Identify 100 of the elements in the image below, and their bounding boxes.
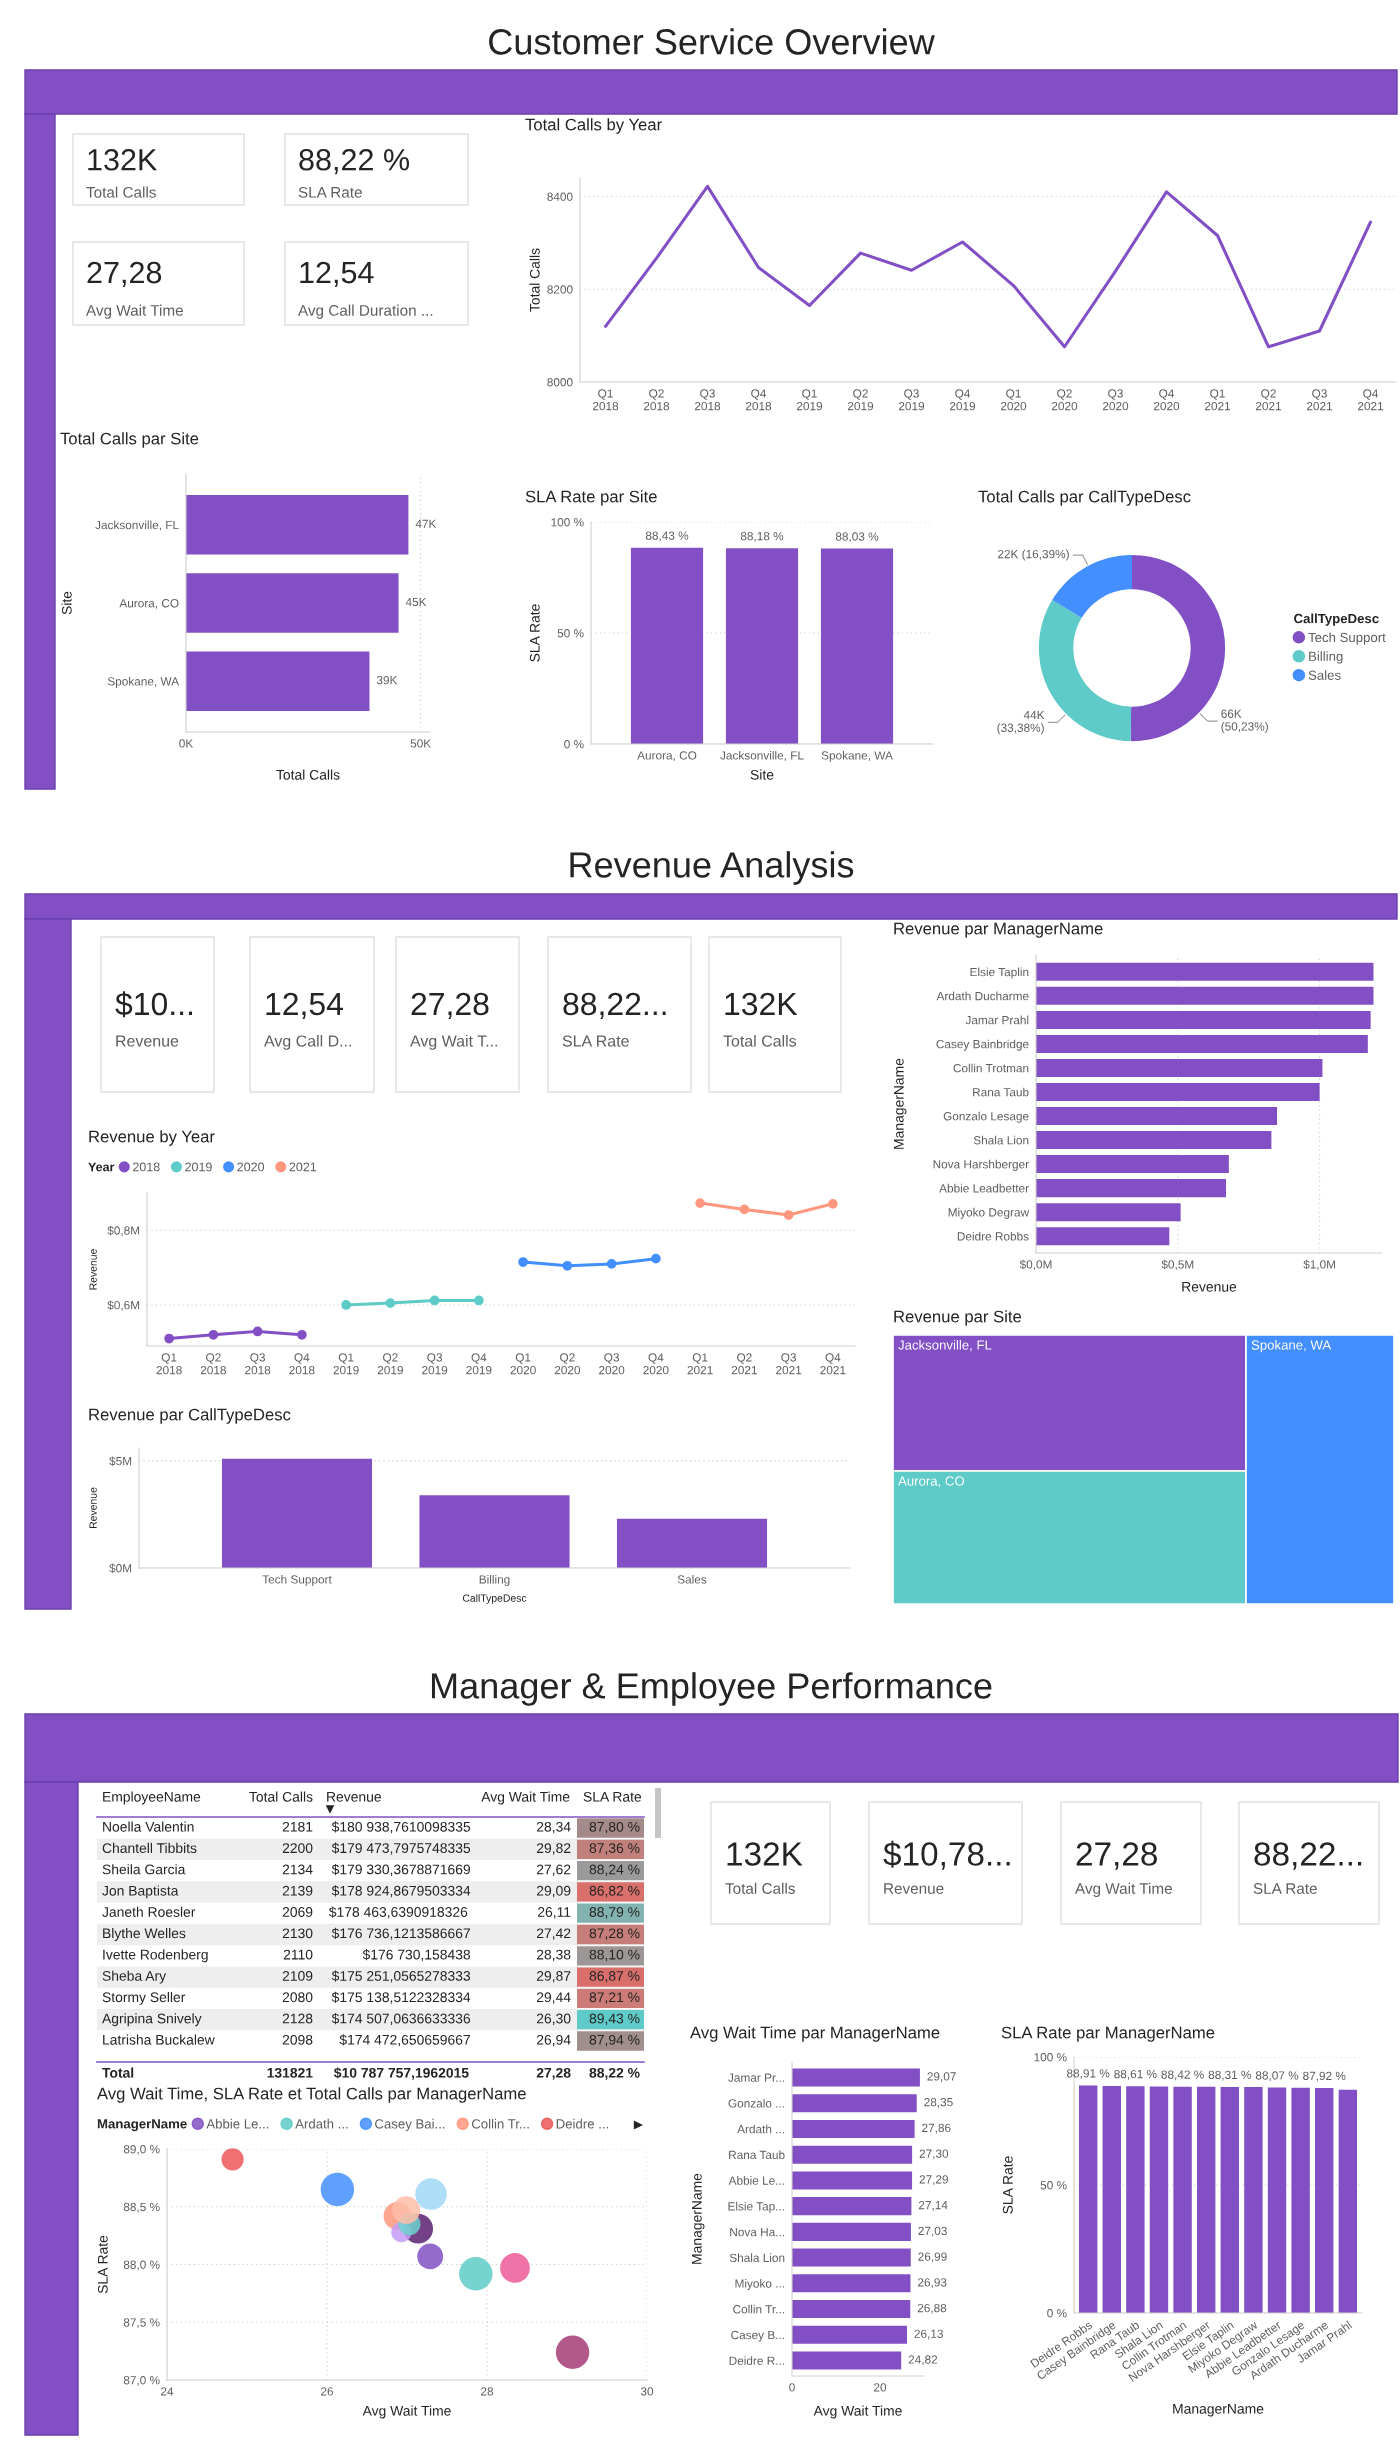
data-label: 45K (405, 597, 427, 607)
chart-title: Avg Wait Time, SLA Rate et Total Calls par ManagerName (97, 2087, 526, 2103)
x-tick-label: Q2 2018 (200, 1353, 226, 1375)
y-tick-label: Jamar Prahl (965, 1015, 1029, 1025)
x-tick-label: 30 (640, 2387, 654, 2396)
y-tick-label: $5M (109, 1456, 132, 1466)
text: 88,22 % (299, 148, 410, 175)
x-tick-label: Q1 2020 (1000, 389, 1027, 411)
x-tick-label: 50K (410, 739, 431, 748)
y-tick-label: 0 % (1047, 2309, 1067, 2318)
text: $175 251,0565278333 29,87 (331, 1970, 571, 1983)
category-label: Total Calls (723, 1034, 797, 1047)
x-tick-label: 0 (789, 2383, 795, 2392)
y-axis-title: Revenue (89, 1249, 97, 1290)
y-tick-label: Aurora, CO (119, 599, 179, 609)
data-label: 88,18 % (740, 531, 784, 542)
category-label: Total Calls (725, 1882, 795, 1894)
x-tick-label: 28 (481, 2387, 494, 2396)
data-label: 88,61 % (1114, 2069, 1157, 2080)
data-label: 27,03 (918, 2226, 947, 2237)
y-tick-label: Gonzalo Lesage (943, 1111, 1029, 1123)
x-tick-label: Q3 2021 (1306, 389, 1333, 411)
data-label: 27,14 (918, 2200, 948, 2211)
text: Revenue par Site (894, 1310, 1022, 1326)
chart-title: SLA Rate par ManagerName (1001, 2026, 1215, 2042)
x-tick-label: Billing (479, 1574, 510, 1586)
category-label: Total Calls (86, 186, 156, 198)
legend-label: Billing (1309, 651, 1343, 664)
category-label: Avg Wait Time (1075, 1882, 1172, 1897)
x-tick-label: Q1 2021 (1204, 389, 1231, 411)
y-tick-label: Casey B... (731, 2330, 784, 2342)
category-label: Sheba Ary (102, 1970, 167, 1984)
text: $175 138,5122328334 29,44 (331, 1991, 571, 2004)
text: Total (102, 2067, 134, 2078)
x-tick-label: Q3 2021 (776, 1353, 802, 1375)
data-label: 27,86 (922, 2123, 951, 2134)
x-tick-label: Q1 2018 (592, 389, 619, 411)
x-tick-label: Spokane, WA (821, 750, 893, 762)
x-tick-label: Q3 2019 (898, 389, 925, 411)
data-label: 26,93 (918, 2278, 947, 2288)
data-label: 27,29 (919, 2175, 948, 2185)
x-tick-label: Q1 2019 (796, 389, 823, 411)
x-axis-title: Total Calls (276, 769, 340, 780)
x-axis-title: ManagerName (1173, 2404, 1264, 2417)
x-tick-label: Q1 2019 (333, 1353, 359, 1375)
y-axis-title: SLA Rate (1002, 2156, 1013, 2214)
category-label: Avg Call Duration ... (298, 304, 433, 319)
y-tick-label: Jacksonville, FL (95, 520, 179, 531)
text: $174 507,0636633336 26,30 (331, 2013, 571, 2026)
y-tick-label: 87,5 % (123, 2318, 160, 2329)
y-axis-title: ManagerName (692, 2173, 705, 2264)
text: $178 463,6390918326 26,11 (328, 1906, 571, 1919)
x-tick-label: 24 (161, 2387, 174, 2396)
text: 12,54 (266, 992, 343, 1020)
y-tick-label: 88,0 % (123, 2260, 160, 2271)
chart-title: Total Calls par CallTypeDesc (978, 490, 1191, 506)
text: 88,22... (563, 992, 666, 1020)
legend-label: 2020 (237, 1162, 265, 1172)
data-label: 88,31 % (1208, 2070, 1252, 2081)
text: 86,82 % (589, 1885, 640, 1898)
data-label: 27,30 (919, 2149, 949, 2160)
category-label: Revenue (327, 1792, 381, 1802)
y-axis-title: Total Calls (529, 248, 540, 312)
x-tick-label: $0,5M (1161, 1259, 1194, 1271)
y-tick-label: 100 % (1034, 2053, 1067, 2062)
text: $178 924,8679503334 29,09 (331, 1885, 571, 1898)
category-label: Stormy Seller (102, 1991, 186, 2005)
data-label: 22K (16,39%) (997, 549, 1069, 561)
category-label: Total Calls (249, 1791, 313, 1802)
text: 132K (88, 148, 158, 171)
data-label: 47K (415, 519, 437, 528)
text: $10,78... (883, 1840, 1010, 1870)
category-label: Avg Call D... (264, 1034, 352, 1050)
text: 2098 (282, 2034, 313, 2045)
x-tick-label: Q4 2020 (1153, 389, 1180, 411)
x-tick-label: 20 (874, 2383, 887, 2392)
category-label: Agripina Snively (102, 2013, 202, 2027)
text: 2069 (282, 1907, 313, 1917)
data-label: 24,82 (908, 2355, 938, 2366)
x-tick-label: Q3 2018 (245, 1353, 271, 1375)
y-tick-label: Nova Harshberger (933, 1159, 1029, 1171)
data-label: 44K (33,38%) (997, 710, 1045, 735)
y-tick-label: 50 % (1040, 2181, 1067, 2190)
y-tick-label: Miyoko Degraw (948, 1207, 1030, 1219)
y-axis-title: SLA Rate (529, 604, 540, 662)
data-label: 87,92 % (1303, 2071, 1346, 2082)
text: 87,94 % (589, 2034, 640, 2047)
chart-title: Total Calls by Year (525, 118, 662, 134)
text: 2200 (282, 1843, 313, 1854)
category-label: Jon Baptista (102, 1885, 179, 1899)
y-axis-title: SLA Rate (97, 2235, 108, 2294)
text: 2080 (282, 1992, 313, 2003)
legend-label: 2019 (185, 1162, 212, 1172)
x-tick-label: Q2 2021 (731, 1353, 757, 1375)
chart-title: SLA Rate par Site (525, 490, 657, 506)
legend-label: 2018 (133, 1162, 160, 1172)
category-label: Janeth Roesler (102, 1906, 196, 1917)
text: 88,22 % (589, 2067, 640, 2080)
y-tick-label: Elsie Taplin (970, 967, 1029, 979)
y-tick-label: 50 % (557, 629, 584, 638)
